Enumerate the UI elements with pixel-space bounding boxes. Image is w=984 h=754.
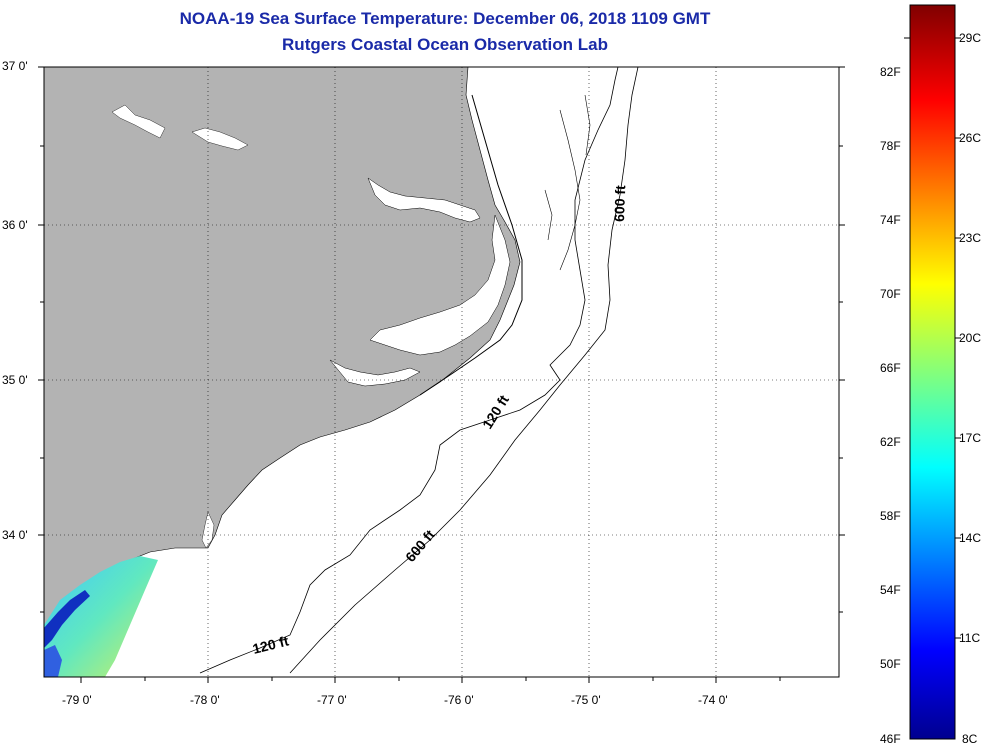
colorbar-f-54: 54F bbox=[880, 583, 901, 597]
sst-cold-nearshore-2 bbox=[44, 645, 62, 677]
colorbar-c-23: 23C bbox=[959, 231, 982, 245]
colorbar-c-17: 17C bbox=[959, 431, 982, 445]
colorbar-f-66: 66F bbox=[880, 361, 901, 375]
inland-lake-east bbox=[191, 127, 249, 151]
lat-label-37: 37 0' bbox=[2, 59, 28, 73]
colorbar-f-46: 46F bbox=[880, 732, 901, 746]
sst-data-patch bbox=[44, 556, 158, 677]
shoals bbox=[544, 94, 591, 271]
lon-label-75: -75 0' bbox=[571, 693, 601, 707]
colorbar-c-20: 20C bbox=[959, 331, 982, 345]
lat-label-36: 36 0' bbox=[2, 218, 28, 232]
inland-lake-west bbox=[111, 104, 166, 139]
axis-ticks bbox=[38, 66, 845, 683]
colorbar-f-82: 82F bbox=[880, 65, 901, 79]
colorbar-c-29: 29C bbox=[959, 31, 982, 45]
pamlico-sound bbox=[369, 214, 511, 356]
colorbar-ticks bbox=[904, 37, 961, 639]
lat-label-34: 34 0' bbox=[2, 528, 28, 542]
map-frame bbox=[43, 66, 840, 678]
colorbar-f-70: 70F bbox=[880, 287, 901, 301]
map-grid bbox=[44, 67, 839, 677]
lon-label-78: -78 0' bbox=[190, 693, 220, 707]
colorbar-f-50: 50F bbox=[880, 657, 901, 671]
contour-label-600ft-north: 600 ft bbox=[611, 185, 628, 222]
colorbar-c-26: 26C bbox=[959, 131, 982, 145]
cape-fear-river bbox=[201, 511, 215, 549]
colorbar-c-8: 8C bbox=[962, 732, 978, 746]
colorbar-c-14: 14C bbox=[959, 531, 982, 545]
contour-120ft bbox=[199, 67, 619, 674]
colorbar bbox=[909, 4, 956, 740]
albemarle-sound bbox=[367, 177, 481, 223]
colorbar-c-11: 11C bbox=[959, 631, 981, 645]
lon-label-76: -76 0' bbox=[444, 693, 474, 707]
map-subtitle: Rutgers Coastal Ocean Observation Lab bbox=[282, 35, 608, 54]
colorbar-f-78: 78F bbox=[880, 139, 901, 153]
lon-label-79: -79 0' bbox=[62, 693, 92, 707]
colorbar-f-74: 74F bbox=[880, 213, 901, 227]
map-title: NOAA-19 Sea Surface Temperature: Decembe… bbox=[179, 9, 711, 28]
contour-600ft bbox=[289, 67, 639, 674]
colorbar-f-58: 58F bbox=[880, 509, 901, 523]
lon-label-74: -74 0' bbox=[698, 693, 728, 707]
colorbar-f-62: 62F bbox=[880, 435, 901, 449]
outer-banks bbox=[419, 94, 523, 396]
lon-label-77: -77 0' bbox=[317, 693, 347, 707]
lat-label-35: 35 0' bbox=[2, 373, 28, 387]
neuse-river bbox=[329, 359, 421, 387]
sst-cold-nearshore bbox=[44, 590, 90, 648]
